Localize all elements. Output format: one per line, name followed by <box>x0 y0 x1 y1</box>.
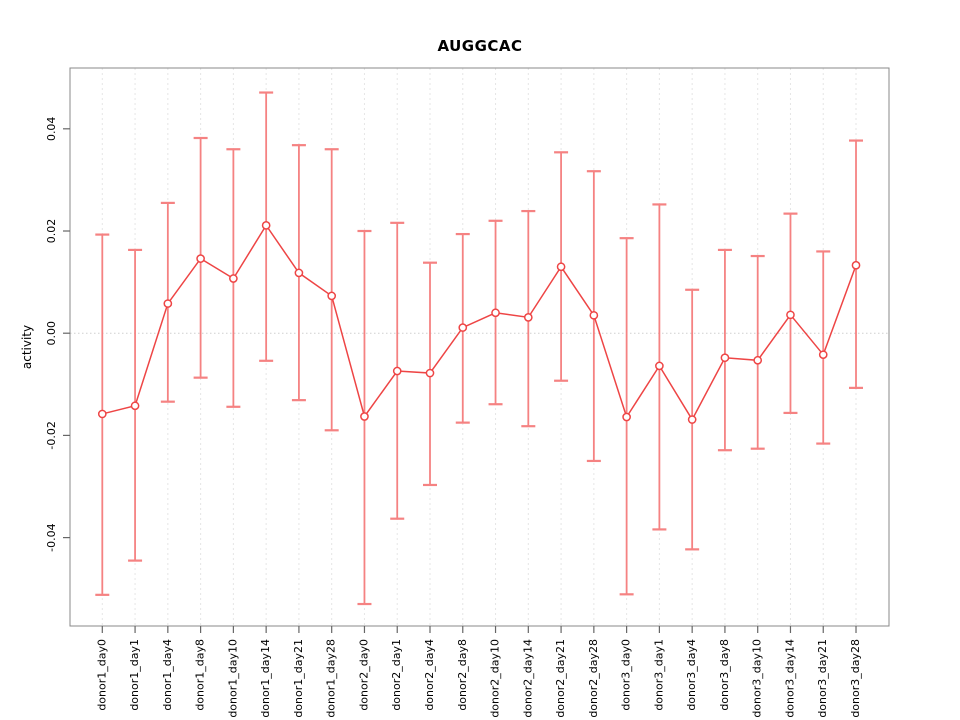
data-point <box>523 313 533 322</box>
x-tick-label: donor2_day1 <box>390 639 403 711</box>
data-point <box>392 366 402 376</box>
x-tick-label: donor3_day0 <box>620 639 633 711</box>
data-point <box>655 361 664 371</box>
data-point <box>491 308 500 318</box>
x-tick-label: donor2_day8 <box>456 639 469 711</box>
x-tick-label: donor2_day0 <box>357 639 370 711</box>
data-point <box>229 274 238 283</box>
x-tick-label: donor3_day4 <box>685 639 698 711</box>
chart-title: AUGGCAC <box>437 37 523 55</box>
data-point <box>589 310 599 320</box>
data-point <box>556 262 566 272</box>
data-point <box>261 221 271 230</box>
x-tick-label: donor3_day10 <box>751 639 764 718</box>
data-point <box>851 260 861 270</box>
y-tick-label: -0.04 <box>45 523 58 551</box>
x-tick-label: donor3_day21 <box>816 639 829 718</box>
x-tick-label: donor1_day14 <box>259 639 272 718</box>
x-tick-label: donor1_day1 <box>128 639 141 711</box>
y-tick-label: -0.02 <box>45 421 58 449</box>
data-point <box>786 310 795 320</box>
x-tick-label: donor1_day4 <box>161 639 174 711</box>
data-point <box>622 412 631 422</box>
data-point <box>720 353 730 363</box>
data-point <box>425 368 435 378</box>
data-point <box>753 355 763 365</box>
data-point <box>196 254 205 263</box>
x-tick-label: donor3_day8 <box>718 639 731 711</box>
x-tick-label: donor2_day14 <box>521 639 534 718</box>
x-tick-label: donor2_day10 <box>489 639 502 718</box>
data-point <box>360 412 369 421</box>
data-point <box>163 299 173 308</box>
x-tick-label: donor1_day21 <box>292 639 305 718</box>
x-tick-label: donor2_day4 <box>423 639 436 711</box>
data-point <box>294 268 304 278</box>
x-tick-label: donor2_day28 <box>587 639 600 718</box>
x-tick-label: donor1_day8 <box>194 639 207 711</box>
data-point <box>818 350 828 360</box>
y-tick-label: 0.02 <box>45 219 58 244</box>
data-point <box>130 401 140 411</box>
x-tick-label: donor3_day14 <box>783 639 796 718</box>
x-tick-label: donor1_day10 <box>226 639 239 718</box>
x-tick-label: donor1_day0 <box>95 639 108 711</box>
y-tick-label: 0.04 <box>45 117 58 142</box>
plot-box <box>69 67 890 627</box>
data-point <box>687 415 697 424</box>
x-tick-label: donor3_day1 <box>652 639 665 711</box>
x-tick-label: donor1_day28 <box>325 639 338 718</box>
y-tick-label: 0.00 <box>45 321 58 346</box>
y-axis-label: activity <box>20 324 34 370</box>
data-point <box>327 291 337 301</box>
data-point <box>97 409 107 419</box>
x-tick-label: donor2_day21 <box>554 639 567 718</box>
x-tick-label: donor3_day28 <box>849 639 862 718</box>
series-line <box>102 224 857 422</box>
data-point <box>458 323 468 332</box>
